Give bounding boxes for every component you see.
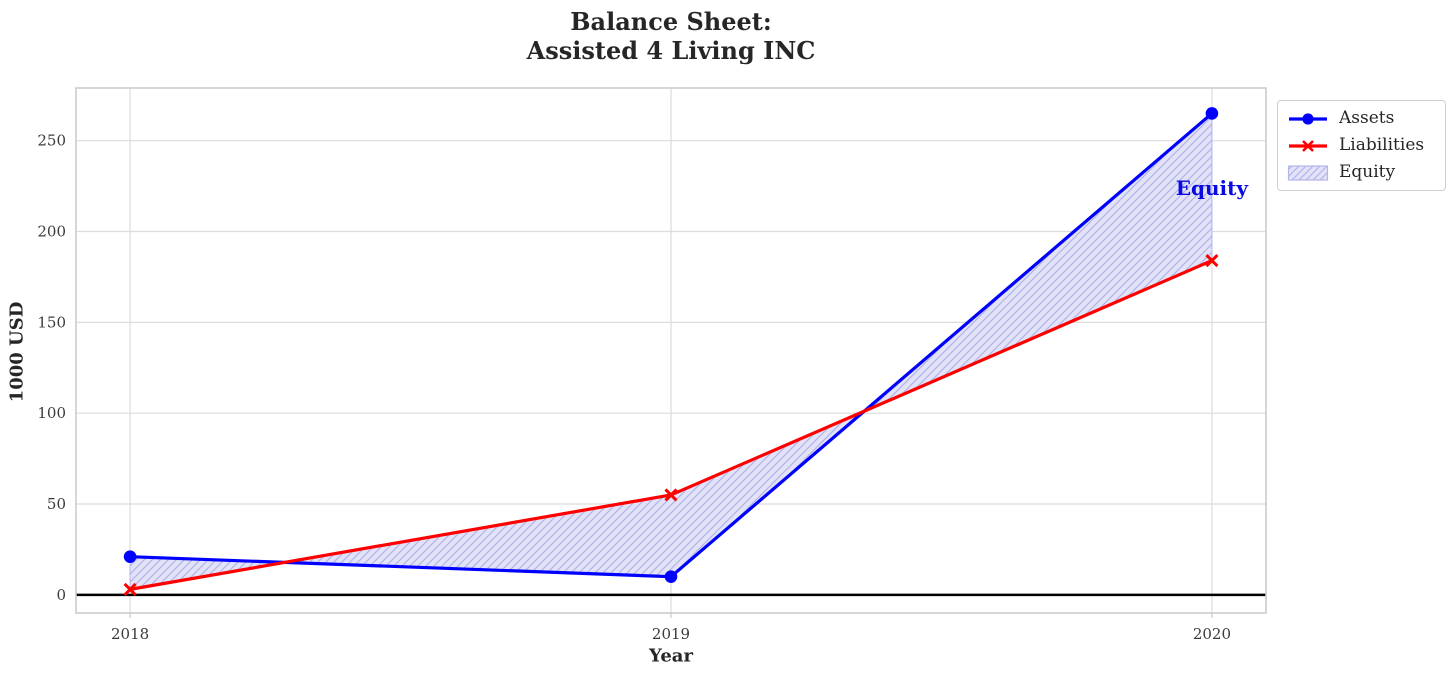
equity-annotation: Equity: [1175, 175, 1249, 200]
y-tick-label: 50: [47, 495, 66, 513]
assets-legend-swatch-icon: [1289, 112, 1327, 125]
legend-item-equity: Equity: [1287, 162, 1436, 183]
chart-title: Balance Sheet: Assisted 4 Living INC: [76, 7, 1266, 65]
y-tick-label: 0: [56, 586, 66, 604]
legend: Assets Liabilities Equity: [1277, 100, 1446, 191]
legend-label-equity: Equity: [1339, 162, 1396, 182]
x-tick-label: 2020: [1193, 625, 1231, 643]
legend-item-assets: Assets: [1287, 108, 1436, 129]
chart-title-line2: Assisted 4 Living INC: [526, 36, 816, 65]
x-tick-label: 2019: [652, 625, 690, 643]
liabilities-legend-swatch-icon: [1289, 139, 1327, 152]
equity-legend-swatch-icon: [1287, 164, 1329, 181]
axes-border: [75, 87, 1267, 614]
liabilities-marker: [664, 488, 678, 502]
y-tick-label: 100: [37, 404, 66, 422]
legend-label-liabilities: Liabilities: [1339, 135, 1425, 155]
liabilities-marker: [1205, 254, 1219, 268]
assets-marker: [123, 550, 137, 563]
assets-marker: [664, 570, 678, 583]
liabilities-marker: [123, 582, 137, 596]
assets-marker: [1205, 107, 1219, 120]
chart-title-line1: Balance Sheet:: [570, 7, 772, 36]
legend-item-liabilities: Liabilities: [1287, 135, 1436, 156]
y-tick-label: 150: [37, 313, 66, 331]
y-tick-label: 250: [37, 132, 66, 150]
y-axis-label: 1000 USD: [6, 301, 28, 403]
x-tick-label: 2018: [111, 625, 149, 643]
legend-label-assets: Assets: [1339, 108, 1395, 128]
y-tick-label: 200: [37, 223, 66, 241]
x-axis-label: Year: [649, 645, 693, 667]
